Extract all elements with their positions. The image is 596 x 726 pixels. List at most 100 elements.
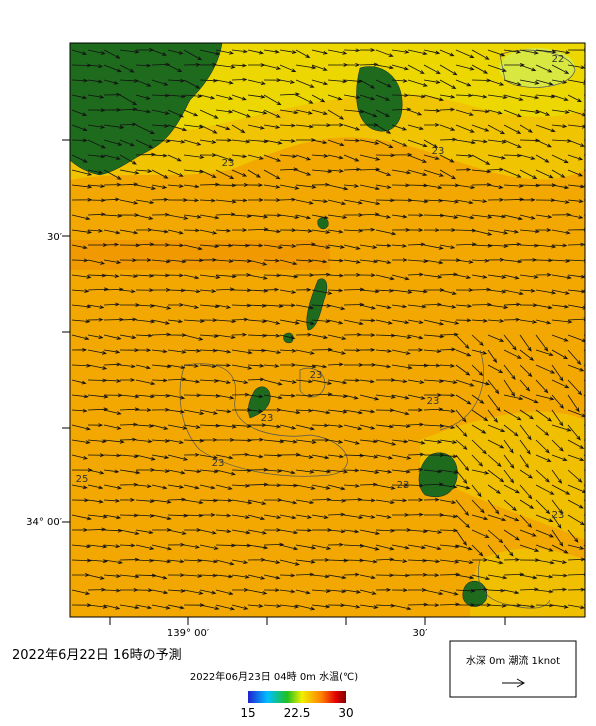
arrow [151, 259, 171, 264]
arrow [135, 303, 155, 308]
arrow [199, 244, 220, 249]
arrow [87, 49, 106, 55]
arrow [503, 242, 522, 247]
arrow [391, 243, 408, 248]
arrow [487, 94, 508, 100]
arrow [199, 469, 219, 474]
arrow [327, 154, 344, 160]
arrow [423, 529, 443, 534]
arrow [135, 424, 155, 428]
arrow [71, 124, 88, 132]
arrow [519, 109, 541, 114]
contour-label: 23 [212, 458, 225, 469]
arrow [135, 319, 156, 324]
arrow [87, 423, 104, 428]
arrow [487, 154, 506, 160]
arrow [519, 394, 539, 404]
arrow [343, 138, 361, 143]
arrow [359, 244, 378, 249]
arrow [199, 513, 216, 517]
arrow [311, 289, 333, 295]
arrow [439, 272, 459, 277]
arrow [71, 454, 89, 460]
arrow [87, 139, 106, 149]
arrow [71, 347, 88, 352]
arrow [327, 409, 348, 414]
arrow [455, 559, 474, 565]
arrow [551, 124, 568, 129]
arrow [583, 334, 585, 336]
arrow [167, 303, 185, 307]
arrow [551, 469, 563, 484]
arrow [167, 349, 187, 354]
arrow [503, 364, 516, 381]
arrow [119, 49, 140, 54]
arrow [311, 334, 329, 340]
arrow [295, 94, 314, 104]
arrow [535, 109, 551, 116]
arrow [279, 303, 296, 308]
arrow [263, 64, 282, 70]
arrow [263, 574, 281, 580]
arrow [455, 318, 472, 323]
arrow [103, 242, 120, 247]
arrow [199, 529, 217, 535]
arrow [471, 379, 491, 386]
arrow [551, 49, 571, 55]
arrow [215, 243, 234, 248]
axis-ticks [62, 139, 506, 625]
arrow [343, 483, 360, 488]
arrow [87, 304, 105, 309]
arrow [263, 109, 281, 118]
arrow [375, 64, 394, 70]
arrow [535, 139, 552, 148]
arrow [375, 544, 395, 551]
arrow [455, 424, 468, 438]
arrow [327, 484, 346, 491]
arrow [359, 394, 380, 401]
arrow [503, 139, 522, 148]
arrow [567, 454, 585, 462]
arrow [487, 229, 509, 235]
arrow [535, 379, 549, 394]
arrow [231, 198, 248, 203]
arrow [551, 243, 568, 248]
arrow [247, 243, 264, 248]
arrow [279, 424, 297, 430]
arrow [551, 349, 569, 360]
arrow [503, 229, 519, 234]
current-arrows [71, 48, 585, 611]
arrow [343, 48, 361, 53]
arrow [583, 64, 585, 66]
arrow [423, 497, 440, 502]
arrow [343, 259, 361, 264]
arrow [471, 454, 484, 467]
arrow [375, 153, 396, 158]
arrow [167, 49, 184, 55]
arrow [471, 394, 485, 404]
arrow [343, 124, 361, 131]
arrow [455, 514, 471, 529]
arrow [519, 454, 529, 469]
arrow [567, 349, 582, 365]
arrow [199, 484, 216, 490]
arrow [551, 439, 564, 452]
arrow [295, 332, 313, 337]
arrow [247, 333, 268, 338]
arrow [87, 439, 107, 444]
arrow [407, 512, 424, 517]
arrow [439, 363, 456, 368]
arrow [263, 287, 280, 292]
arrow [167, 484, 185, 489]
arrow [247, 377, 265, 382]
arrow [183, 348, 202, 353]
arrow [375, 454, 394, 460]
arrow [167, 273, 184, 278]
arrow [327, 304, 346, 311]
arrow [455, 214, 475, 220]
arrow [583, 214, 585, 216]
arrow [327, 214, 348, 220]
arrow [359, 589, 377, 595]
arrow [423, 139, 439, 148]
arrow [311, 79, 329, 86]
